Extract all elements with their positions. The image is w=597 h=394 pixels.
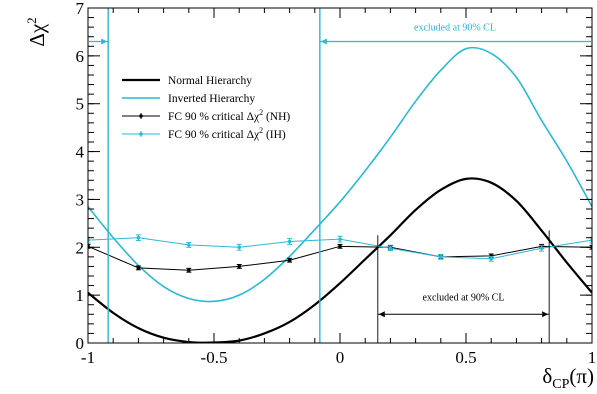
fc_ih-point [338, 237, 342, 241]
y-tick-label: 4 [76, 143, 85, 162]
fc_nh-point [287, 258, 292, 263]
fc_ih-point [439, 255, 443, 259]
y-tick-label: 5 [76, 95, 85, 114]
legend-label: Normal Hierarchy [168, 75, 252, 87]
fc_ih-point [489, 256, 494, 261]
legend-swatch-marker [139, 132, 143, 136]
y-tick-label: 0 [76, 334, 85, 353]
fc_nh-point [338, 244, 342, 249]
exclusion-label: excluded at 90% CL [423, 292, 505, 303]
y-tick-label: 2 [76, 238, 85, 257]
legend-swatch-marker [139, 114, 143, 118]
fc_nh-point [187, 268, 191, 273]
fc_ih-point [287, 239, 292, 244]
series-line-ih [88, 46, 592, 303]
fc_nh-point [136, 266, 141, 270]
exclusion-layer: excluded at 90% CL excluded at 90% CL [89, 8, 591, 343]
exclusion-label: excluded at 90% CL [414, 23, 496, 34]
exclusion-arrowhead [101, 38, 108, 45]
exclusion-arrowhead [542, 311, 549, 318]
y-tick-label: 7 [76, 0, 85, 18]
legend-label: FC 90 % critical Δχ2 (IH) [168, 126, 286, 141]
legend-label: FC 90 % critical Δχ2 (NH) [168, 108, 290, 123]
x-axis-title: δCP(π) [542, 364, 594, 392]
exclusion-arrowhead [320, 38, 327, 45]
exclusion-arrowhead [378, 311, 385, 318]
fc_ih-point [388, 246, 393, 251]
series-layer [88, 46, 592, 343]
fc_nh-point [237, 264, 241, 269]
y-tick-label: 3 [76, 190, 85, 209]
x-tick-label: -1 [81, 348, 95, 367]
x-tick-label: 0.5 [455, 348, 476, 367]
legend: Normal Hierarchy Inverted Hierarchy FC 90 … [122, 75, 290, 141]
axes-layer: -1 -0.5 0 0.5 1 0 1 2 3 4 5 6 7 Δχ2 δCP(π) [24, 0, 596, 392]
legend-label: Inverted Hierarchy [168, 93, 255, 105]
fc_ih-point [237, 245, 241, 250]
fc_ih-point [136, 235, 141, 240]
fc_ih-point [187, 243, 191, 247]
x-tick-label: -0.5 [201, 348, 228, 367]
x-tick-label: 1 [588, 348, 597, 367]
y-axis-title: Δχ2 [24, 17, 49, 46]
fc_ih-point [539, 246, 544, 251]
x-tick-label: 0 [336, 348, 345, 367]
y-tick-label: 1 [76, 286, 85, 305]
series-line-nh [88, 177, 592, 343]
y-tick-label: 6 [76, 47, 85, 66]
